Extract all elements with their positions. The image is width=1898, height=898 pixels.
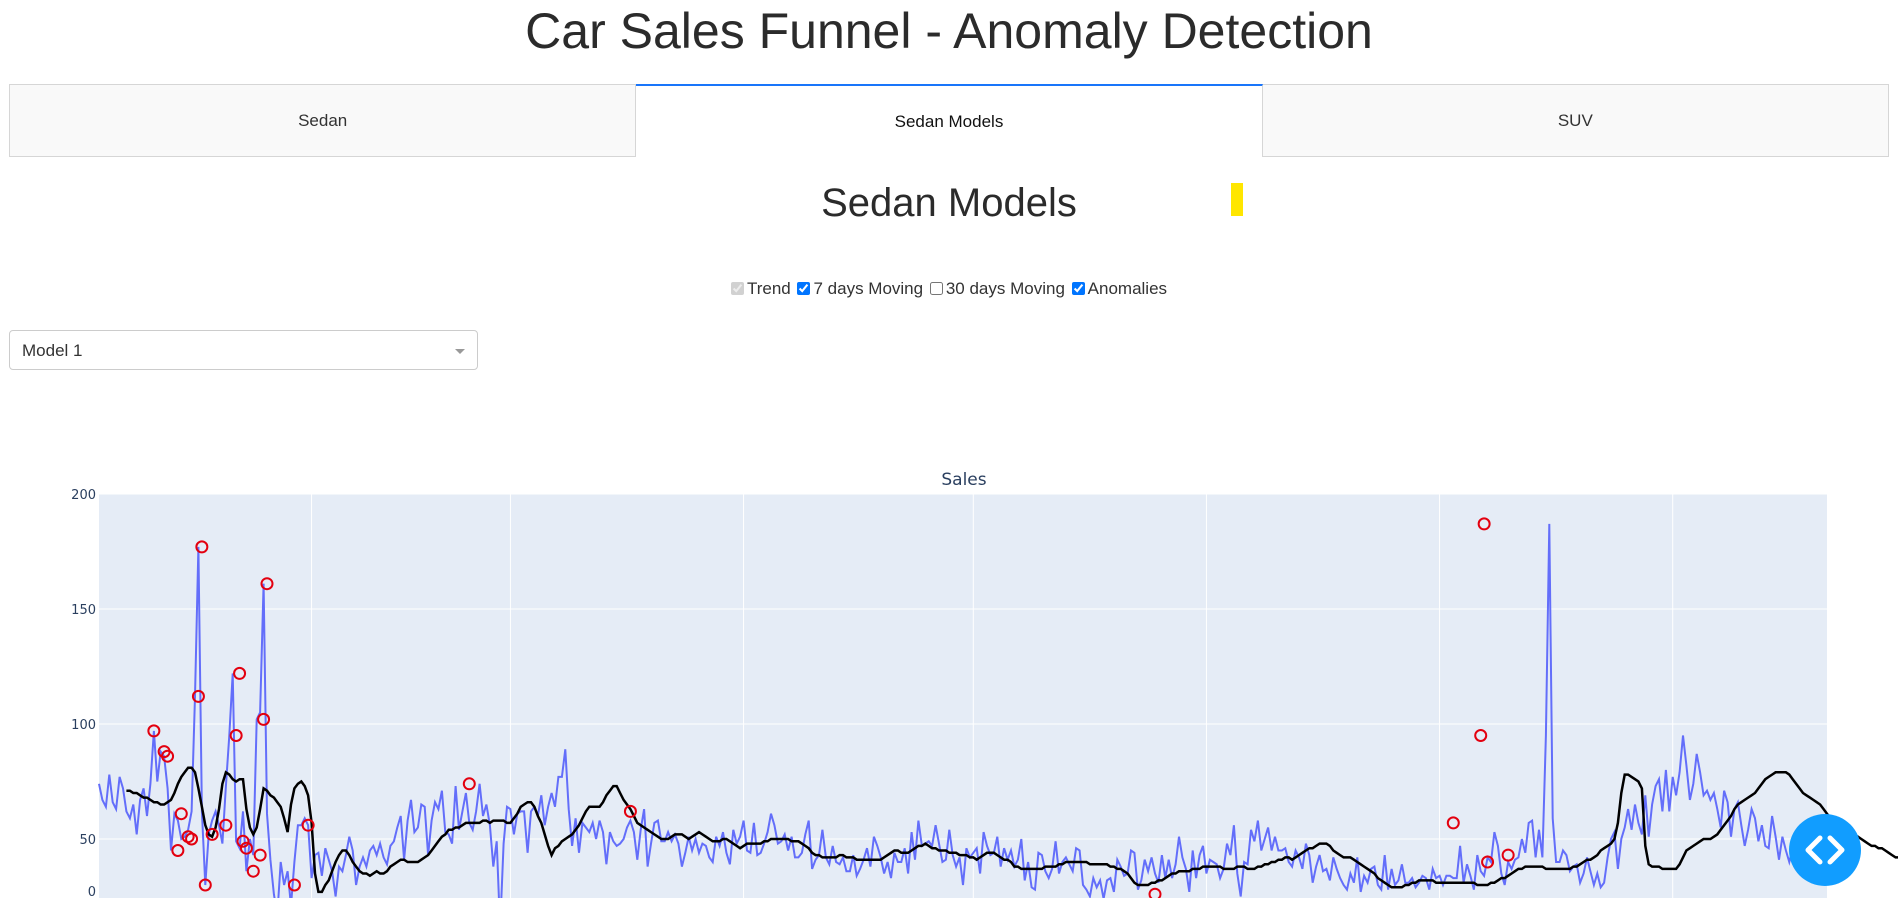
thirty-days-moving-checkbox[interactable] [929,282,943,295]
seven-days-moving-checkbox[interactable] [797,282,811,295]
anomaly-point-26[interactable] [1148,887,1162,898]
anomaly-point-3[interactable] [171,844,185,857]
anomalies-checkbox[interactable] [1071,282,1085,295]
anomaly-point-23[interactable] [462,777,476,791]
yellow-marker [1231,183,1243,216]
anomaly-point-31[interactable] [1501,848,1515,862]
anomaly-point-8[interactable] [195,540,209,554]
anomalies-label: Anomalies [1087,279,1168,298]
anomaly-point-14[interactable] [236,834,250,848]
option-anomalies[interactable]: Anomalies [1071,279,1168,298]
anomaly-point-27[interactable] [1446,816,1460,830]
anomaly-point-29[interactable] [1477,517,1491,531]
anomaly-point-2[interactable] [161,749,175,763]
anomaly-point-4[interactable] [174,807,188,821]
trend-label: Trend [746,279,791,298]
y-tick-label-200: 200 [71,488,96,503]
anomaly-point-17[interactable] [253,848,267,862]
anomaly-point-22[interactable] [301,818,315,832]
page-title: Car Sales Funnel - Anomaly Detection [525,3,1373,59]
anomaly-markers [147,517,1515,898]
tab-suv[interactable]: SUV [1262,84,1889,157]
caret-down-icon [455,349,465,354]
anomaly-point-6[interactable] [185,832,199,846]
anomaly-point-30[interactable] [1481,855,1495,869]
series-checklist: Trend 7 days Moving 30 days Moving Anoma… [0,279,1898,299]
anomaly-point-16[interactable] [246,864,260,878]
option-7-days-moving[interactable]: 7 days Moving [797,279,923,298]
y-tick-label-150: 150 [71,603,96,618]
anomaly-point-15[interactable] [239,841,253,855]
tab-sedan[interactable]: Sedan [9,84,637,157]
section-title: Sedan Models [821,181,1077,225]
horizontal-gridlines [99,493,1827,840]
trend-checkbox[interactable] [730,282,744,295]
option-30-days-moving[interactable]: 30 days Moving [929,279,1065,298]
anomaly-point-21[interactable] [287,878,301,892]
anomaly-point-18[interactable] [257,712,271,726]
anomaly-point-11[interactable] [219,818,233,832]
anomaly-point-9[interactable] [198,878,212,892]
anomaly-point-25[interactable] [623,804,637,818]
debug-menu-button[interactable] [1789,814,1861,886]
plot-area [99,494,1827,898]
model-dropdown-value: Model 1 [22,341,83,360]
anomaly-point-28[interactable] [1474,729,1488,742]
sales-series-line [98,523,1856,898]
anomaly-point-12[interactable] [229,729,243,742]
tab-sedan-models[interactable]: Sedan Models [636,84,1263,157]
thirty-days-moving-label: 30 days Moving [945,279,1065,298]
anomaly-point-10[interactable] [205,827,219,841]
option-trend[interactable]: Trend [730,279,791,298]
y-tick-label-50: 50 [79,833,96,848]
vertical-gridlines [311,494,1674,898]
moving-average-line [126,766,1898,894]
model-dropdown[interactable]: Model 1 [9,330,478,370]
y-axis-ticks: 0 50 100 150 200 [71,488,96,898]
seven-days-moving-label: 7 days Moving [813,279,924,298]
sales-chart[interactable]: Sales 0 50 100 150 200 [0,460,1898,898]
anomaly-point-7[interactable] [191,689,205,703]
chart-title: Sales [941,470,986,490]
anomaly-point-0[interactable] [147,724,161,738]
y-tick-label-100: 100 [71,718,96,733]
code-brackets-icon [1805,835,1845,865]
anomaly-point-13[interactable] [233,666,247,680]
tabs-bar: Sedan Sedan Models SUV [9,84,1889,157]
anomaly-point-19[interactable] [260,577,274,591]
y-tick-label-0: 0 [88,885,96,898]
